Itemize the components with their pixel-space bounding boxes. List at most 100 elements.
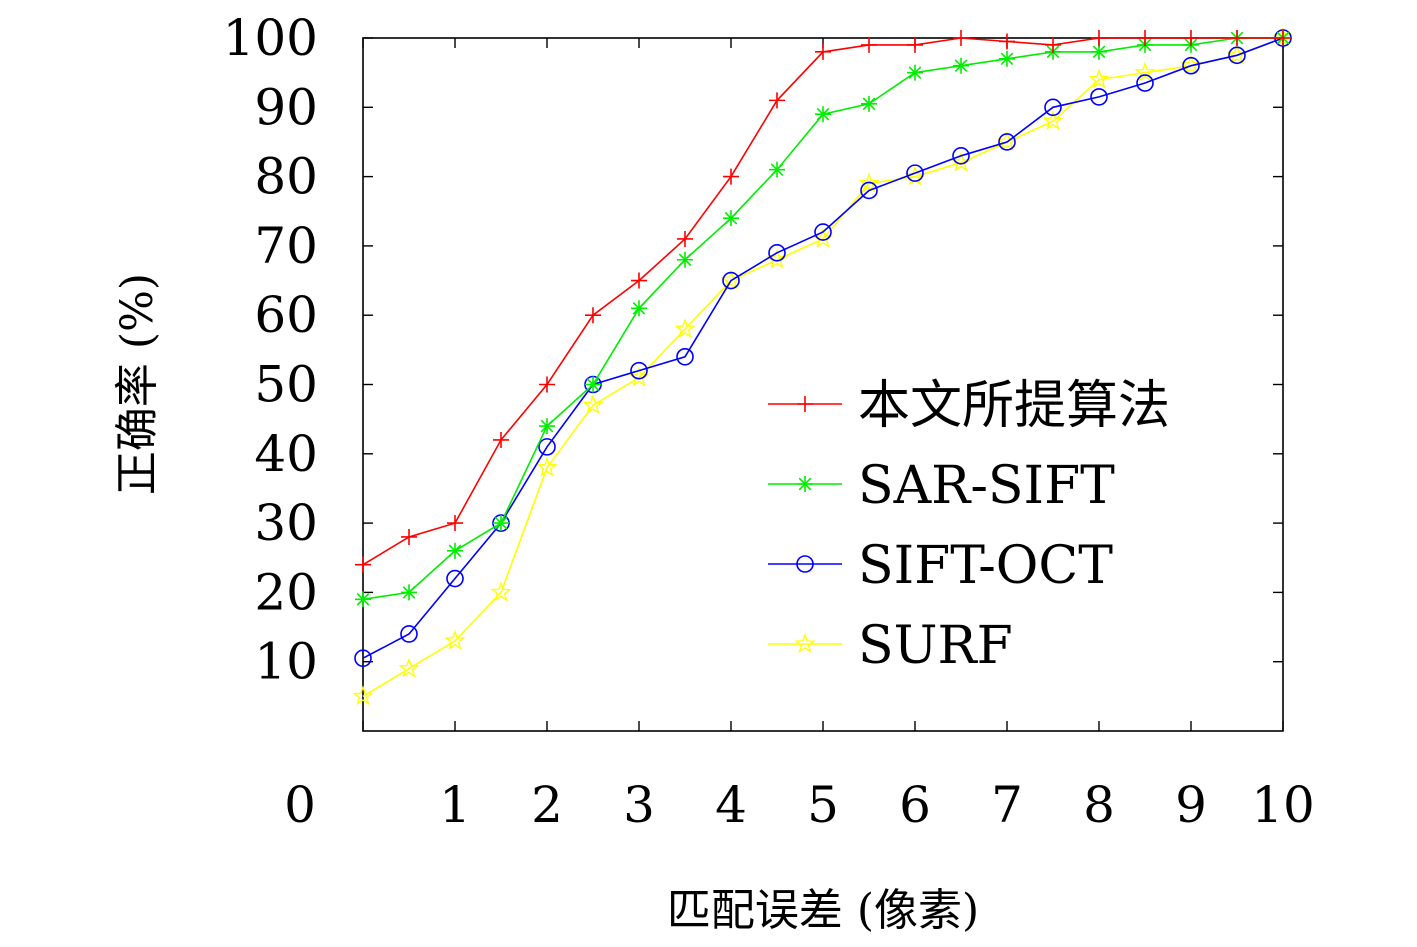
series-2 bbox=[354, 29, 1292, 668]
x-tick-label: 9 bbox=[1175, 776, 1207, 834]
y-tick-label: 100 bbox=[223, 9, 318, 67]
data-point bbox=[674, 318, 696, 338]
legend-entry: SURF bbox=[768, 616, 1013, 676]
legend-swatch-marker bbox=[797, 476, 813, 492]
data-point bbox=[815, 106, 831, 123]
legend-swatch-marker bbox=[797, 396, 813, 412]
data-point bbox=[906, 164, 924, 182]
data-point bbox=[401, 528, 417, 545]
data-point bbox=[352, 685, 374, 706]
data-point bbox=[722, 271, 740, 290]
data-point bbox=[539, 418, 555, 435]
x-tick-label: 7 bbox=[991, 776, 1023, 834]
y-tick-label: 40 bbox=[254, 425, 318, 483]
data-point bbox=[1042, 110, 1064, 130]
data-point bbox=[447, 542, 463, 559]
data-point bbox=[1182, 56, 1200, 75]
data-point bbox=[1091, 43, 1107, 60]
x-tick-label: 5 bbox=[807, 776, 839, 834]
data-point bbox=[631, 272, 647, 289]
data-point bbox=[768, 244, 786, 262]
data-point bbox=[1134, 61, 1156, 82]
y-tick-label: 80 bbox=[254, 148, 318, 206]
data-point bbox=[953, 30, 969, 46]
y-tick-label: 30 bbox=[254, 494, 318, 552]
data-point bbox=[907, 36, 923, 53]
legend-swatch-marker bbox=[794, 632, 816, 653]
y-tick-label: 50 bbox=[254, 356, 318, 414]
x-tick-label: 4 bbox=[715, 776, 747, 834]
y-axis-label: 正确率 (%) bbox=[112, 273, 163, 495]
data-point bbox=[769, 161, 785, 178]
x-tick-label: 3 bbox=[623, 776, 655, 834]
data-point bbox=[401, 584, 417, 601]
legend-entry: 本文所提算法 bbox=[768, 376, 1170, 436]
legend-swatch-marker bbox=[796, 555, 814, 573]
data-point bbox=[355, 591, 371, 608]
data-point bbox=[1180, 54, 1202, 75]
y-tick-label: 60 bbox=[254, 286, 318, 344]
legend-label: 本文所提算法 bbox=[858, 376, 1170, 436]
data-point bbox=[582, 394, 604, 415]
x-axis-label: 匹配误差 (像素) bbox=[667, 885, 979, 936]
data-point bbox=[538, 438, 556, 456]
data-point bbox=[814, 223, 832, 241]
data-point bbox=[1136, 74, 1154, 92]
series-layer bbox=[352, 26, 1294, 706]
data-point bbox=[998, 133, 1016, 151]
data-point bbox=[1091, 30, 1107, 46]
data-point bbox=[493, 431, 509, 448]
data-point bbox=[769, 92, 785, 109]
data-point bbox=[953, 57, 969, 74]
data-point bbox=[723, 168, 739, 185]
data-point bbox=[400, 625, 418, 643]
data-point bbox=[493, 515, 509, 532]
y-tick-label: 70 bbox=[254, 217, 318, 275]
data-point bbox=[444, 629, 466, 650]
data-point bbox=[720, 269, 742, 290]
legend: 本文所提算法 SAR-SIFT SIFT-OCT SURF bbox=[768, 376, 1170, 676]
data-point bbox=[723, 210, 739, 227]
data-point bbox=[354, 649, 372, 668]
data-point bbox=[1088, 68, 1110, 89]
y-tick-label: 10 bbox=[254, 633, 318, 691]
legend-label: SAR-SIFT bbox=[858, 456, 1115, 516]
x-tick-label: 10 bbox=[1251, 776, 1315, 834]
data-point bbox=[999, 50, 1015, 67]
data-point bbox=[585, 376, 601, 393]
data-point bbox=[952, 147, 970, 165]
y-tick-label: 20 bbox=[254, 563, 318, 621]
data-point bbox=[1044, 98, 1062, 117]
series-line bbox=[362, 37, 1284, 659]
data-point bbox=[860, 181, 878, 200]
data-point bbox=[858, 172, 880, 193]
data-point bbox=[1045, 36, 1061, 53]
x-tick-label: 6 bbox=[899, 776, 931, 834]
data-point bbox=[999, 33, 1015, 50]
data-point bbox=[1183, 30, 1199, 46]
data-point bbox=[677, 251, 693, 268]
data-point bbox=[861, 36, 877, 53]
series-3 bbox=[352, 26, 1294, 706]
legend-entry: SAR-SIFT bbox=[768, 456, 1115, 516]
data-point bbox=[676, 347, 694, 366]
data-point bbox=[539, 376, 555, 393]
data-point bbox=[355, 556, 371, 573]
data-point bbox=[677, 230, 693, 247]
x-tick-label: 8 bbox=[1083, 776, 1115, 834]
x-tick-label: 1 bbox=[439, 776, 471, 834]
data-point bbox=[907, 64, 923, 81]
legend-label: SURF bbox=[858, 616, 1013, 676]
data-point bbox=[1137, 30, 1153, 46]
x-tick-label: 2 bbox=[531, 776, 563, 834]
legend-entry: SIFT-OCT bbox=[768, 536, 1113, 596]
data-point bbox=[1090, 88, 1108, 106]
series-0 bbox=[355, 30, 1291, 573]
series-line bbox=[362, 37, 1284, 698]
data-point bbox=[446, 569, 464, 588]
data-point bbox=[1229, 30, 1245, 46]
data-point bbox=[585, 307, 601, 324]
data-point bbox=[631, 300, 647, 317]
y-tick-label: 90 bbox=[254, 78, 318, 136]
data-point bbox=[996, 130, 1018, 151]
